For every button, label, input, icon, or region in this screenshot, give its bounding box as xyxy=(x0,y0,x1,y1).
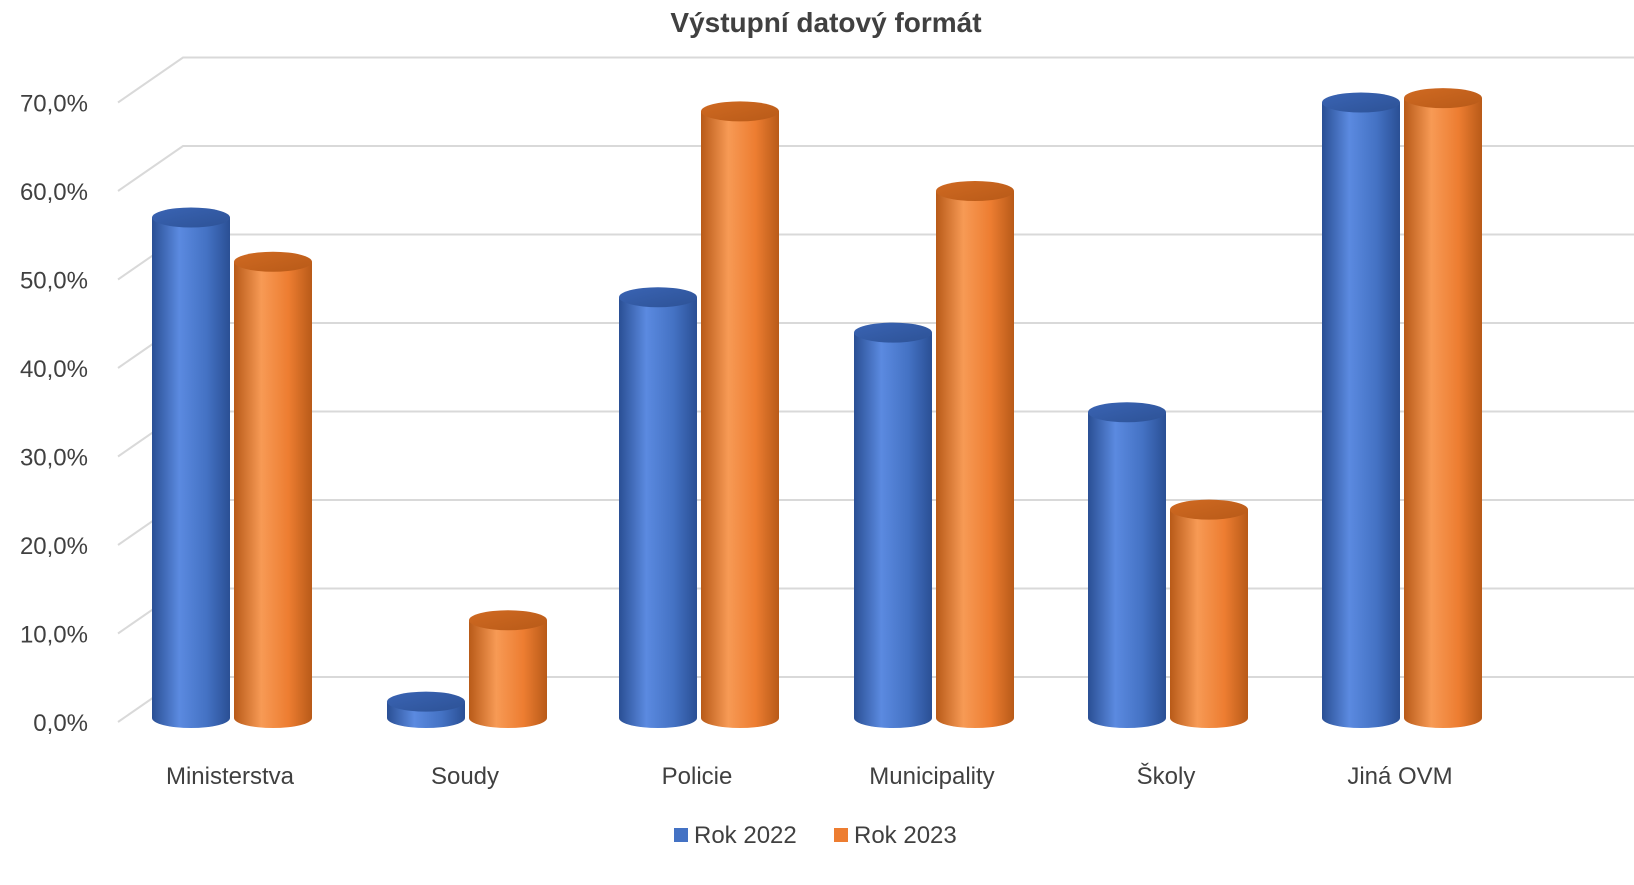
gridline xyxy=(117,56,1634,104)
x-category-label: Ministerstva xyxy=(166,763,295,790)
bar xyxy=(469,610,547,728)
x-category-label: Školy xyxy=(1137,762,1196,790)
y-tick-label: 30,0% xyxy=(20,445,88,472)
bars xyxy=(152,88,1482,729)
bar xyxy=(1088,402,1166,728)
y-axis-ticks: 0,0% 10,0% 20,0% 30,0% 40,0% 50,0% 60,0% 70,0% xyxy=(20,91,88,738)
bar xyxy=(701,101,779,729)
chart-title: Výstupní datový formát xyxy=(670,7,981,38)
x-axis-categories: Ministerstva Soudy Policie Municipality Škol… xyxy=(166,762,1453,790)
legend-swatch xyxy=(674,828,688,842)
bar xyxy=(387,691,465,728)
x-category-label: Jiná OVM xyxy=(1347,763,1452,790)
y-tick-label: 20,0% xyxy=(20,533,88,560)
legend: Rok 2022 Rok 2023 xyxy=(674,822,957,849)
bar xyxy=(936,181,1014,728)
y-tick-label: 10,0% xyxy=(20,622,88,649)
x-category-label: Municipality xyxy=(869,763,994,790)
x-category-label: Policie xyxy=(662,763,733,790)
bar xyxy=(1322,92,1400,728)
y-tick-label: 60,0% xyxy=(20,179,88,206)
y-tick-label: 70,0% xyxy=(20,91,88,118)
legend-item: Rok 2022 xyxy=(674,822,797,849)
bar xyxy=(619,287,697,728)
x-category-label: Soudy xyxy=(431,763,499,790)
legend-swatch xyxy=(834,828,848,842)
y-tick-label: 50,0% xyxy=(20,268,88,295)
bar xyxy=(234,251,312,728)
y-tick-label: 0,0% xyxy=(33,710,88,737)
legend-label: Rok 2023 xyxy=(854,822,957,849)
bar xyxy=(1170,499,1248,728)
gridline xyxy=(117,145,1634,192)
bar xyxy=(1404,88,1482,728)
legend-item: Rok 2023 xyxy=(834,822,957,849)
bar xyxy=(152,207,230,729)
bar xyxy=(854,322,932,728)
y-tick-label: 40,0% xyxy=(20,356,88,383)
legend-label: Rok 2022 xyxy=(694,822,797,849)
